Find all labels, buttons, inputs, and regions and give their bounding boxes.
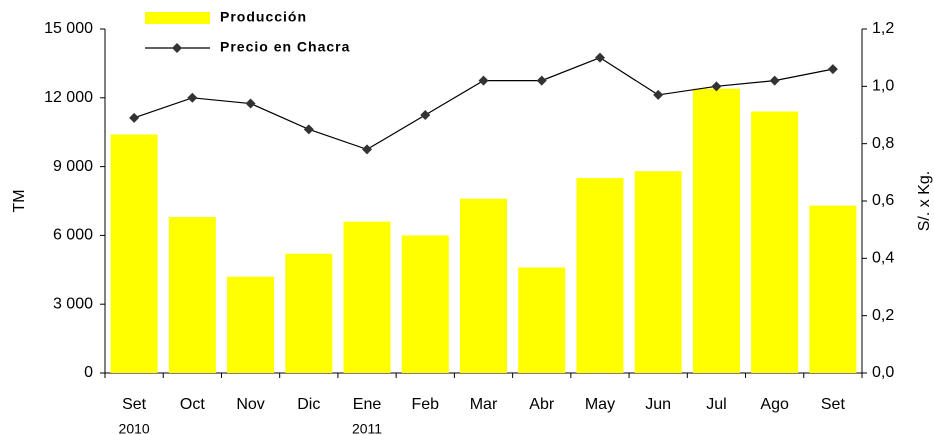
legend-marker: [172, 43, 182, 53]
y2-tick-label: 0,2: [872, 307, 894, 324]
x-tick-label: Jun: [645, 396, 671, 413]
bar: [285, 253, 333, 373]
x-sublabel: 2011: [352, 421, 382, 435]
price-marker: [303, 124, 314, 135]
x-tick-label: Nov: [236, 396, 264, 413]
y-tick-label: 6 000: [53, 227, 93, 244]
y2-tick-label: 1,0: [872, 78, 894, 95]
y-tick-label: 3 000: [53, 295, 93, 312]
y2-tick-label: 0,6: [872, 192, 894, 209]
price-marker: [478, 75, 489, 86]
x-tick-label: Set: [821, 396, 846, 413]
y-tick-label: 12 000: [44, 89, 93, 106]
bar: [576, 178, 624, 373]
legend-label: Precio en Chacra: [220, 39, 350, 55]
legend-label: Producción: [220, 9, 307, 25]
x-sublabel: 2010: [119, 421, 150, 435]
bar: [751, 111, 799, 373]
bar: [634, 171, 682, 373]
y2-tick-label: 0,4: [872, 250, 894, 267]
price-marker: [594, 52, 605, 63]
price-marker: [362, 144, 373, 155]
price-marker: [711, 81, 722, 92]
x-tick-label: Abr: [529, 396, 555, 413]
price-marker: [245, 98, 256, 109]
y2-tick-label: 0,0: [872, 364, 894, 381]
x-tick-label: Dic: [297, 396, 320, 413]
y-tick-label: 15 000: [44, 20, 93, 37]
x-tick-label: Ene: [353, 396, 382, 413]
x-tick-label: Oct: [180, 396, 205, 413]
bar: [692, 88, 740, 374]
y-tick-label: 9 000: [53, 158, 93, 175]
y-tick-label: 0: [84, 364, 93, 381]
bar: [460, 198, 507, 373]
price-marker: [827, 64, 838, 75]
bar: [809, 205, 857, 373]
y-axis-label: TM: [11, 189, 28, 212]
y2-tick-label: 1,2: [872, 20, 894, 37]
bar: [110, 134, 158, 373]
bar: [168, 217, 216, 373]
price-marker: [653, 89, 664, 100]
legend-swatch: [145, 12, 210, 24]
price-marker: [129, 112, 140, 123]
x-tick-label: May: [585, 396, 615, 413]
bar: [518, 267, 566, 373]
price-marker: [536, 75, 547, 86]
x-tick-label: Jul: [706, 396, 726, 413]
x-tick-label: Set: [122, 396, 147, 413]
y2-axis-label: S/. x Kg.: [916, 171, 933, 231]
x-tick-label: Feb: [411, 396, 439, 413]
bar: [227, 276, 275, 373]
price-marker: [187, 92, 198, 103]
x-tick-label: Mar: [470, 396, 498, 413]
price-marker: [420, 110, 431, 120]
bar: [343, 221, 391, 373]
y2-tick-label: 0,8: [872, 135, 894, 152]
price-marker: [769, 75, 780, 86]
bar: [401, 235, 449, 373]
x-tick-label: Ago: [760, 396, 789, 413]
